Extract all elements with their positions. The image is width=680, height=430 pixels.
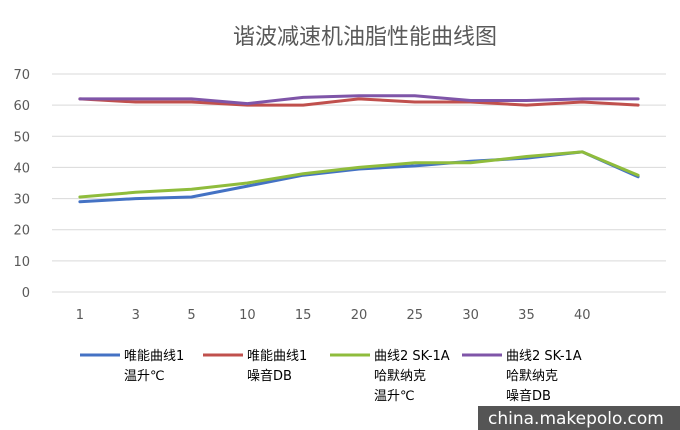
legend-label: 唯能曲线1 — [124, 349, 184, 364]
legend-label: 曲线2 SK-1A — [374, 349, 450, 364]
x-tick-label: 30 — [462, 308, 479, 323]
y-tick-label: 10 — [13, 255, 30, 270]
series-line-4 — [78, 94, 640, 106]
legend-item-1: 唯能曲线1 温升℃ — [80, 349, 184, 384]
legend-label: 噪音DB — [247, 368, 292, 384]
legend-label: 温升℃ — [374, 389, 415, 404]
legend-label: 温升℃ — [124, 369, 165, 384]
series-line-1 — [78, 150, 640, 204]
x-tick-label: 3 — [132, 308, 140, 323]
y-tick-label: 30 — [13, 193, 30, 208]
y-tick-label: 20 — [13, 224, 30, 239]
y-tick-label: 70 — [13, 68, 30, 83]
x-tick-label: 5 — [187, 308, 195, 323]
y-tick-label: 60 — [13, 99, 30, 114]
watermark-background — [478, 406, 680, 430]
gridlines — [52, 73, 666, 293]
x-tick-label: 25 — [407, 308, 424, 323]
x-tick-label: 10 — [239, 308, 256, 323]
chart-title: 谐波减速机油脂性能曲线图 — [233, 25, 497, 50]
legend-label: 哈默纳克 — [506, 368, 558, 384]
series-line-3 — [78, 150, 640, 199]
x-tick-label: 20 — [351, 308, 368, 323]
watermark: china.makepolo.com — [478, 406, 680, 430]
x-tick-label: 15 — [295, 308, 312, 323]
y-tick-label: 0 — [22, 286, 30, 301]
watermark-text: china.makepolo.com — [488, 409, 664, 429]
x-tick-label: 35 — [518, 308, 535, 323]
legend-item-2: 唯能曲线1 噪音DB — [203, 349, 307, 384]
series-line-2 — [78, 97, 640, 107]
x-tick-label: 40 — [574, 308, 591, 323]
legend-label: 噪音DB — [506, 388, 551, 404]
y-axis-ticks: 0 10 20 30 40 50 60 70 — [13, 68, 30, 301]
y-tick-label: 50 — [13, 130, 30, 145]
x-axis-ticks: 1 3 5 10 15 20 25 30 35 40 — [76, 308, 591, 323]
series-lines — [78, 94, 640, 204]
x-tick-label: 1 — [76, 308, 84, 323]
legend-label: 哈默纳克 — [374, 368, 426, 384]
legend-label: 曲线2 SK-1A — [506, 349, 582, 364]
y-tick-label: 40 — [13, 161, 30, 176]
legend-label: 唯能曲线1 — [247, 349, 307, 364]
